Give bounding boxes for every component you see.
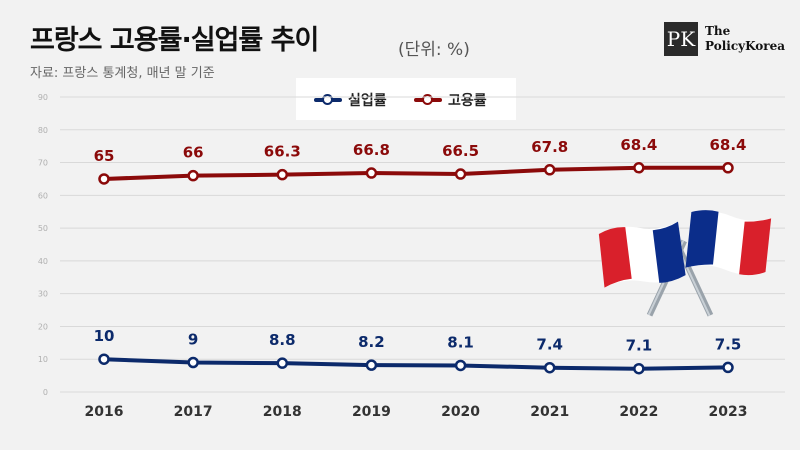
data-point-unemployment	[187, 356, 199, 369]
crossed-france-flags-icon	[598, 210, 772, 317]
publisher-logo: PK The PolicyKorea	[664, 22, 786, 60]
x-tick-label: 2020	[441, 404, 480, 420]
data-point-unemployment	[98, 353, 110, 365]
data-point-unemployment	[365, 359, 378, 371]
y-tick-label: 80	[38, 126, 48, 135]
x-tick-label: 2017	[174, 404, 213, 420]
data-labels: 10 9 8.8 8.2 8.1 7.4 7.1 7.5 65 66 66.3 66.8 66.5 67.…	[94, 136, 747, 355]
logo-mark-icon: PK	[664, 22, 698, 56]
data-label-employment: 68.4	[709, 136, 746, 154]
y-tick-label: 70	[38, 159, 48, 168]
chart-title: 프랑스 고용률·실업률 추이	[30, 25, 319, 56]
series-line-unemployment	[102, 357, 730, 371]
x-tick-label: 2023	[709, 404, 748, 420]
data-label-employment: 66.3	[264, 143, 301, 161]
data-label-unemployment: 8.2	[358, 333, 385, 351]
legend: 실업률 고용률	[296, 78, 516, 120]
data-label-employment: 66	[183, 144, 204, 162]
x-tick-label: 2018	[263, 404, 302, 420]
logo-text-line1: The	[705, 24, 731, 38]
data-point-unemployment	[543, 361, 556, 374]
data-label-employment: 67.8	[531, 138, 568, 156]
data-point-employment	[276, 168, 289, 181]
y-tick-label: 20	[38, 322, 48, 331]
data-label-unemployment: 7.1	[626, 337, 653, 355]
data-label-employment: 68.4	[620, 136, 657, 154]
x-tick-label: 2022	[619, 404, 658, 420]
data-label-unemployment: 9	[188, 331, 198, 349]
x-tick-label: 2019	[352, 404, 391, 420]
data-label-unemployment: 7.5	[715, 335, 742, 353]
y-tick-label: 0	[43, 388, 48, 397]
data-point-employment	[722, 162, 734, 174]
legend-marker-unemployment	[322, 94, 333, 105]
y-tick-label: 50	[38, 224, 48, 233]
y-tick-label: 10	[38, 355, 48, 364]
data-label-employment: 66.8	[353, 141, 390, 159]
series-line-employment	[102, 165, 730, 181]
y-tick-label: 40	[38, 257, 48, 266]
data-label-employment: 65	[94, 147, 115, 165]
logo-text-line2: PolicyKorea	[705, 39, 786, 53]
x-tick-label: 2016	[85, 404, 124, 420]
y-tick-label: 90	[38, 93, 48, 102]
series-lines	[98, 162, 734, 375]
data-point-employment	[543, 164, 556, 176]
data-point-employment	[633, 162, 645, 174]
source-note: 자료: 프랑스 통계청, 매년 말 기준	[30, 66, 215, 81]
data-point-unemployment	[276, 357, 289, 369]
unit-label: (단위: %)	[398, 40, 470, 60]
x-axis: 2016 2017 2018 2019 2020 2021 2022 2023	[85, 404, 748, 420]
x-tick-label: 2021	[530, 404, 569, 420]
data-point-unemployment	[722, 361, 734, 374]
data-label-employment: 66.5	[442, 142, 479, 160]
y-tick-label: 30	[38, 290, 48, 299]
data-label-unemployment: 10	[94, 327, 115, 345]
data-label-unemployment: 8.1	[447, 333, 474, 351]
data-point-employment	[454, 168, 467, 180]
data-label-unemployment: 7.4	[536, 336, 563, 354]
data-label-unemployment: 8.8	[269, 331, 296, 349]
data-point-employment	[365, 167, 378, 179]
data-point-unemployment	[633, 362, 645, 375]
legend-marker-employment	[422, 94, 433, 105]
y-tick-label: 60	[38, 191, 48, 200]
data-point-unemployment	[454, 359, 467, 372]
data-point-employment	[187, 169, 199, 182]
data-point-employment	[98, 173, 110, 185]
